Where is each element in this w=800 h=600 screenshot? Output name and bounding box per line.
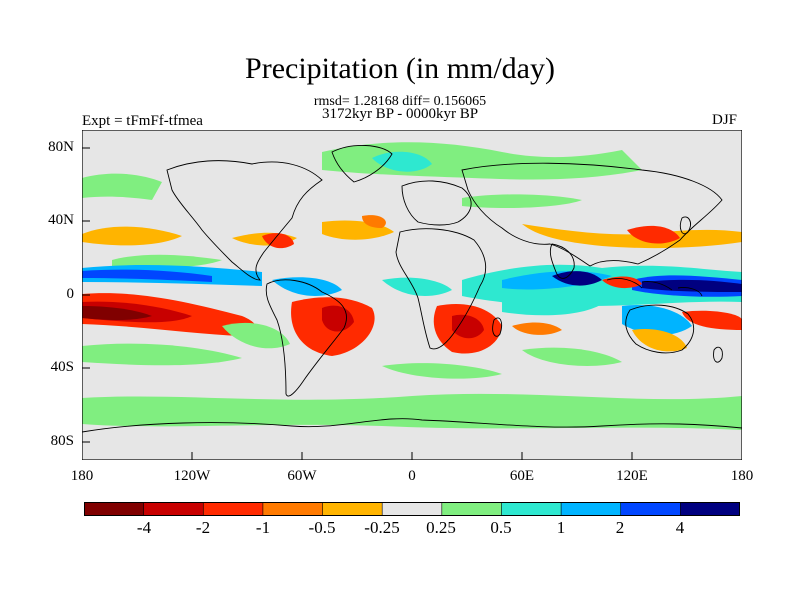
colorbar-cell xyxy=(560,502,622,516)
colorbar-cell xyxy=(84,502,145,516)
precipitation-map xyxy=(82,130,742,460)
colorbar-cell xyxy=(322,502,383,516)
colorbar-label: 2 xyxy=(615,518,625,537)
colorbar-cell xyxy=(620,502,682,516)
experiment-label: Expt = tFmFf-tfmea xyxy=(82,113,203,129)
colorbar-label: -0.25 xyxy=(364,518,400,537)
lon-label-120e: 120E xyxy=(616,468,648,484)
lon-label-120w: 120W xyxy=(173,468,211,484)
colorbar-cell xyxy=(202,502,264,516)
colorbar-label: -1 xyxy=(255,518,271,537)
lat-label-80n: 80N xyxy=(48,139,74,155)
lat-label-40s: 40S xyxy=(50,359,74,375)
colorbar-cell xyxy=(501,502,562,516)
period-label: 3172kyr BP - 0000kyr BP xyxy=(321,106,479,122)
colorbar-label: -4 xyxy=(136,518,152,537)
lon-label-0: 0 xyxy=(408,468,416,484)
colorbar-cell xyxy=(143,502,205,516)
coastlines xyxy=(82,144,742,433)
lat-label-80s: 80S xyxy=(50,433,74,449)
colorbar-cell xyxy=(441,502,503,516)
lon-label-180w: 180 xyxy=(70,468,94,484)
lon-label-60e: 60E xyxy=(509,468,535,484)
anomaly-field xyxy=(82,142,742,430)
stats-line: rmsd= 1.28168 diff= 0.156065 xyxy=(313,94,487,109)
lat-label-0: 0 xyxy=(66,286,75,302)
season-label: DJF xyxy=(712,112,738,128)
colorbar-label: 1 xyxy=(556,518,566,537)
colorbar-frame xyxy=(84,502,740,516)
lat-label-40n: 40N xyxy=(48,212,74,228)
colorbar-cell xyxy=(381,502,443,516)
colorbar xyxy=(84,502,740,516)
colorbar-cell xyxy=(680,502,740,516)
colorbar-label: 0.25 xyxy=(426,518,456,537)
map-title: Precipitation (in mm/day) xyxy=(245,52,555,85)
lon-label-180e: 180 xyxy=(730,468,754,484)
colorbar-cell xyxy=(262,502,324,516)
colorbar-label: -2 xyxy=(195,518,211,537)
tick-marks xyxy=(82,147,633,460)
colorbar-label: 4 xyxy=(675,518,685,537)
colorbar-label: -0.5 xyxy=(308,518,336,537)
colorbar-label: 0.5 xyxy=(490,518,512,537)
lon-label-60w: 60W xyxy=(287,468,317,484)
